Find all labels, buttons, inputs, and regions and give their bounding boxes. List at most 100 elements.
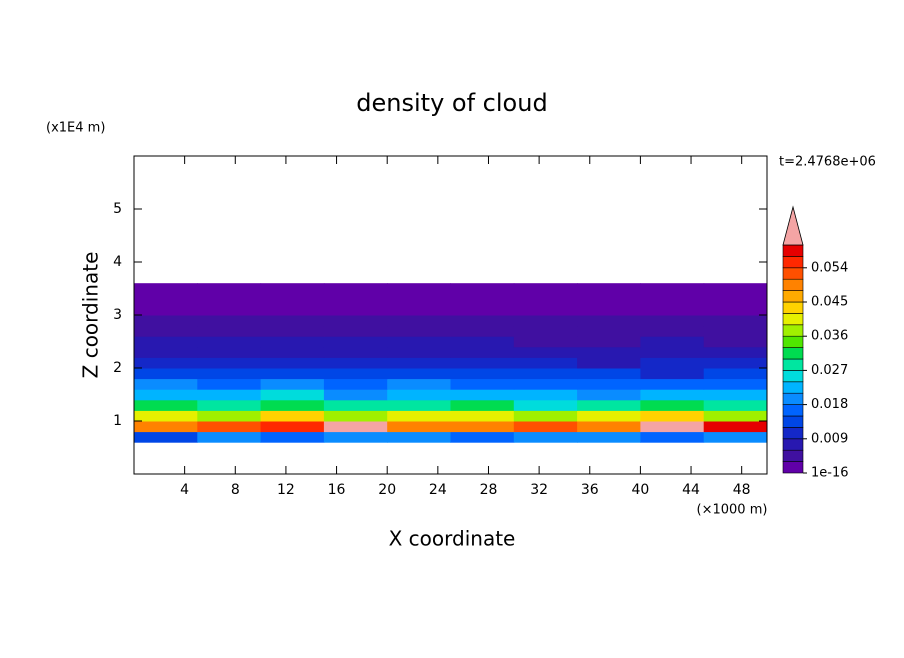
contour-cell	[703, 304, 768, 316]
colorbar-overflow	[782, 205, 804, 246]
contour-cell	[387, 283, 451, 295]
contour-cell	[703, 368, 768, 380]
contour-cell	[513, 378, 578, 390]
contour-cell	[260, 431, 325, 443]
contour-cell	[450, 315, 515, 327]
x-tick-label: 48	[733, 482, 751, 498]
contour-cell	[640, 283, 705, 295]
colorbar-box	[782, 370, 804, 383]
colorbar-box	[782, 313, 804, 326]
y-unit: (x1E4 m)	[46, 121, 105, 136]
contour-cell	[197, 410, 262, 422]
x-tick-label: 8	[231, 482, 240, 498]
chart-title: density of cloud	[356, 89, 547, 117]
contour-cell	[197, 325, 262, 337]
contour-cell	[513, 421, 578, 433]
contour-cell	[323, 325, 388, 337]
contour-cell	[450, 368, 515, 380]
contour-cell	[134, 410, 198, 422]
contour-cell	[323, 421, 388, 433]
contour-cell	[640, 315, 705, 327]
contour-cell	[450, 357, 515, 369]
contour-cell	[703, 421, 768, 433]
contour-cell	[134, 421, 198, 433]
contour-cell	[323, 293, 388, 305]
contour-cell	[323, 336, 388, 348]
contour-cell	[577, 431, 641, 443]
y-axis-label: Z coordinate	[79, 252, 103, 379]
contour-cell	[323, 315, 388, 327]
contour-cell	[323, 389, 388, 401]
annotation: t=2.4768e+06	[779, 155, 876, 170]
x-tick-label: 24	[429, 482, 447, 498]
y-tick-label: 5	[113, 201, 122, 217]
contour-cell	[323, 304, 388, 316]
contour-cell	[387, 325, 451, 337]
contour-cell	[134, 399, 198, 411]
contour-cell	[197, 357, 262, 369]
colorbar-box	[782, 415, 804, 428]
contour-cell	[387, 410, 451, 422]
contour-cell	[197, 304, 262, 316]
colorbar-box	[782, 381, 804, 394]
contour-cell	[703, 357, 768, 369]
contour-cell	[260, 293, 325, 305]
contour-cell	[387, 346, 451, 358]
contour-cell	[640, 421, 705, 433]
contour-cell	[577, 346, 641, 358]
contour-cell	[260, 346, 325, 358]
contour-cell	[577, 315, 641, 327]
contour-cell	[703, 315, 768, 327]
colorbar-box	[782, 392, 804, 405]
colorbar-box	[782, 244, 804, 257]
y-tick-label: 4	[113, 254, 122, 270]
contour-cell	[577, 389, 641, 401]
colorbar-box	[782, 256, 804, 269]
contour-cell	[640, 336, 705, 348]
contour-cell	[450, 304, 515, 316]
colorbar-box	[782, 267, 804, 280]
contour-cell	[260, 368, 325, 380]
contour-cell	[703, 389, 768, 401]
contour-cell	[260, 315, 325, 327]
contour-cell	[323, 410, 388, 422]
contour-cell	[323, 368, 388, 380]
contour-cell	[134, 304, 198, 316]
contour-cell	[703, 283, 768, 295]
contour-cell	[577, 283, 641, 295]
y-tick-label: 2	[113, 360, 122, 376]
contour-cell	[640, 368, 705, 380]
contour-cell	[577, 368, 641, 380]
contour-cell	[513, 399, 578, 411]
contour-cell	[387, 378, 451, 390]
contour-cell	[197, 315, 262, 327]
contour-cell	[513, 368, 578, 380]
contour-cell	[197, 431, 262, 443]
contour-cell	[640, 304, 705, 316]
contour-cell	[640, 325, 705, 337]
contour-cell	[323, 431, 388, 443]
y-tick-label: 1	[113, 413, 122, 429]
contour-cell	[134, 325, 198, 337]
contour-cell	[577, 378, 641, 390]
contour-cell	[387, 368, 451, 380]
colorbar-box	[782, 324, 804, 337]
contour-cell	[260, 304, 325, 316]
colorbar-box	[782, 461, 804, 474]
contour-cell	[513, 357, 578, 369]
contour-cell	[197, 368, 262, 380]
contour-cell	[134, 283, 198, 295]
contour-cell	[260, 325, 325, 337]
colorbar-tick-label: 0.045	[811, 295, 848, 310]
colorbar-box	[782, 347, 804, 360]
x-tick-label: 16	[328, 482, 346, 498]
contour-cell	[387, 336, 451, 348]
contour-cell	[513, 283, 578, 295]
colorbar-tick-label: 0.054	[811, 260, 848, 275]
colorbar-box	[782, 290, 804, 303]
colorbar-tick-label: 1e-16	[811, 466, 849, 481]
contour-cell	[450, 431, 515, 443]
contour-cell	[260, 389, 325, 401]
contour-cell	[513, 304, 578, 316]
contour-cell	[134, 357, 198, 369]
